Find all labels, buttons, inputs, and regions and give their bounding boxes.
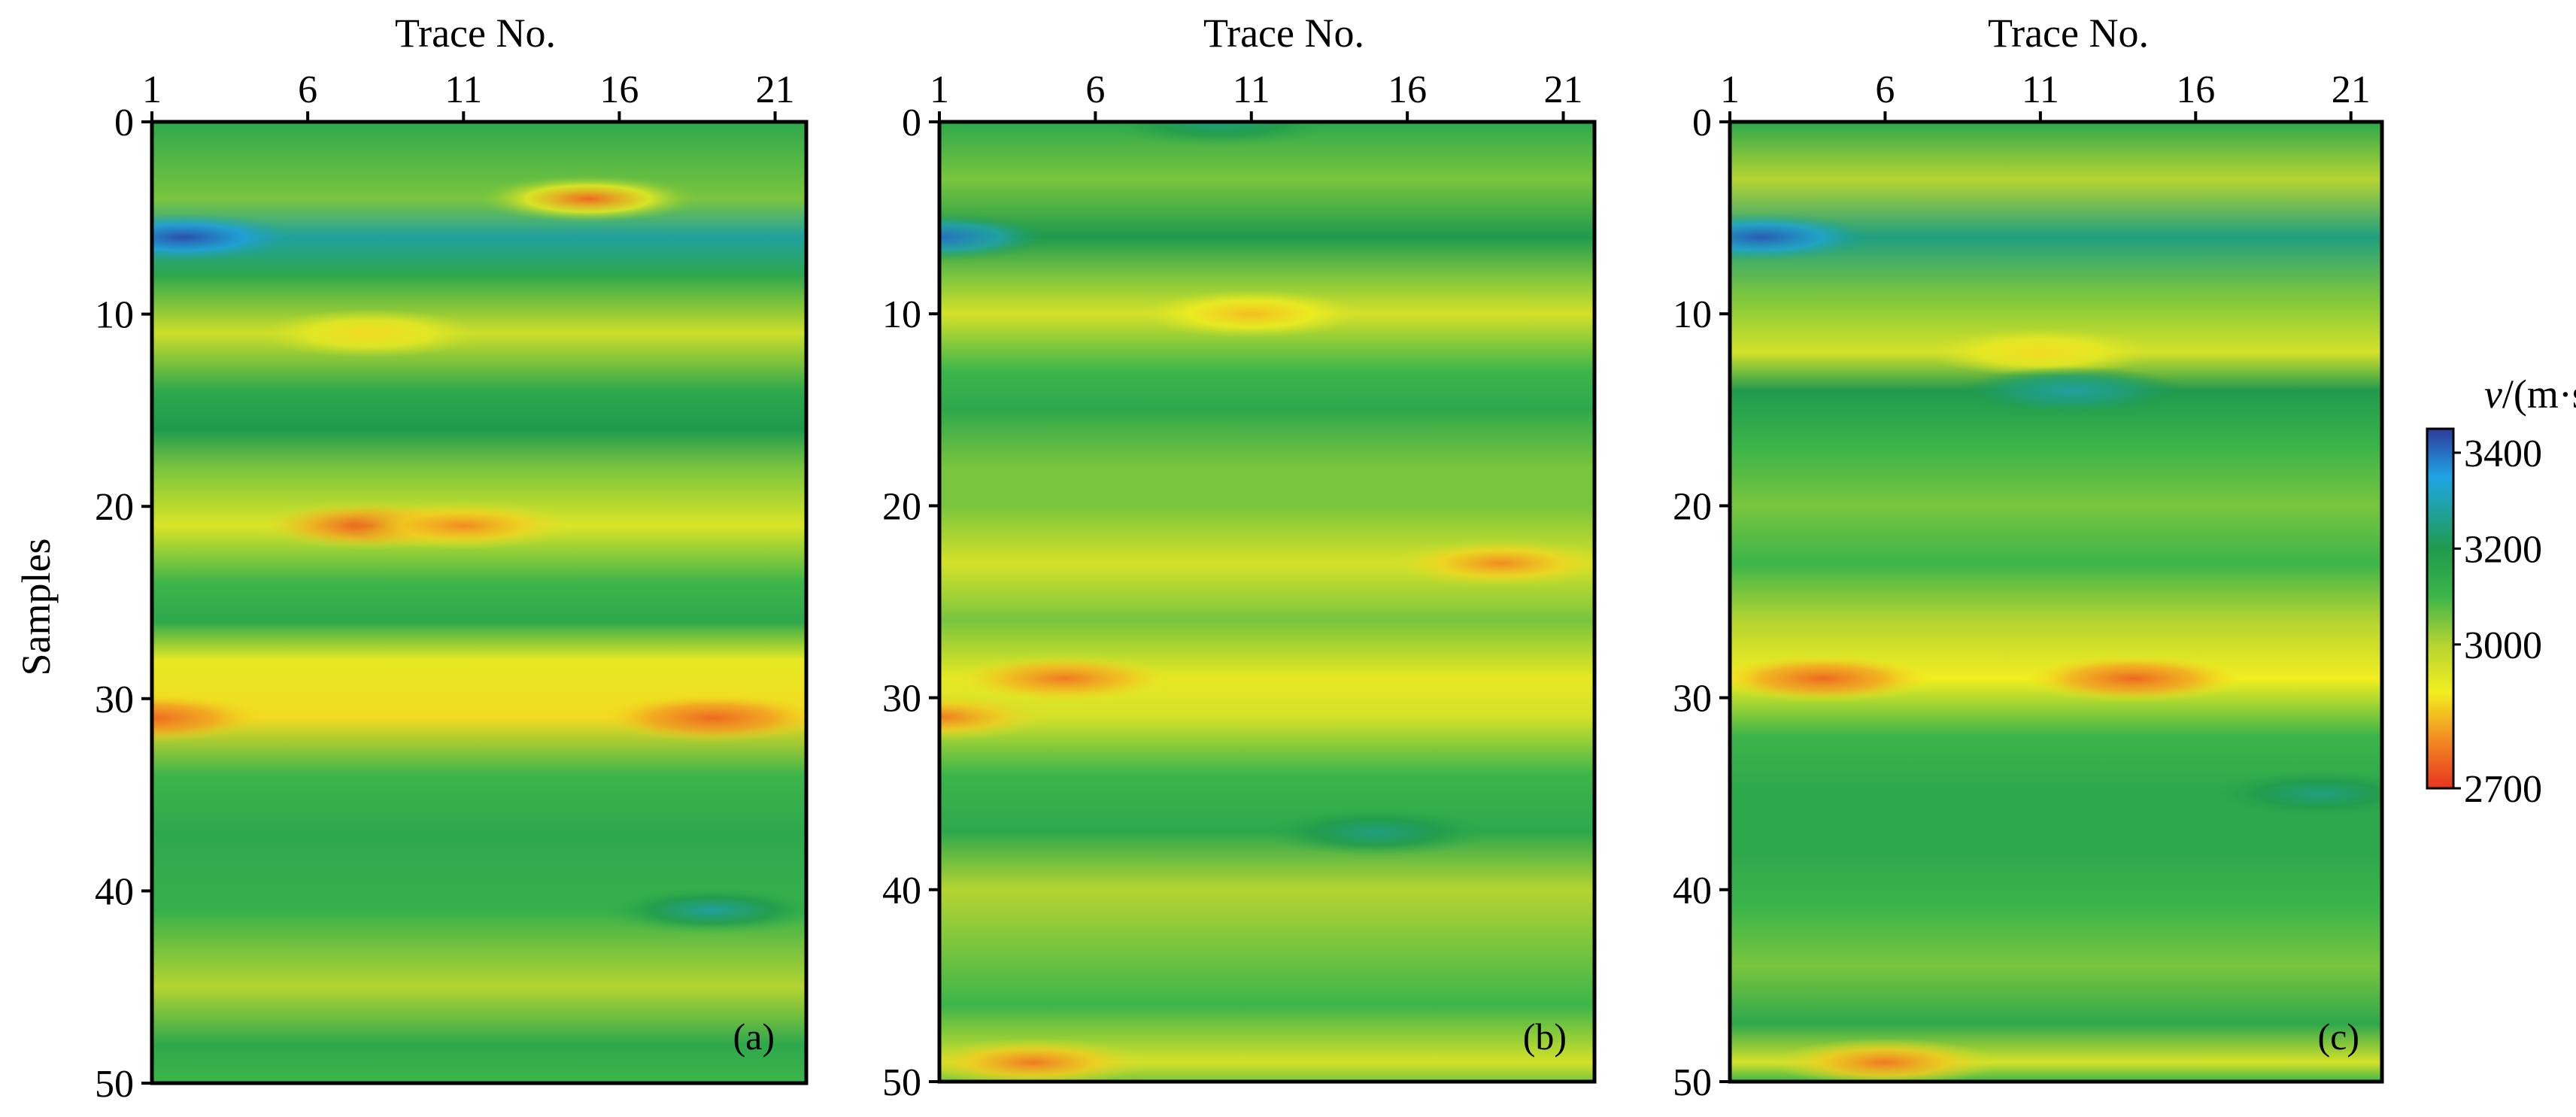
y-tick-label: 30 [882, 678, 921, 721]
panel-a-x-ticks: 1 6 11 16 21 [142, 68, 795, 122]
y-tick-label: 50 [95, 1063, 134, 1106]
velocity-anomaly [1107, 122, 1334, 146]
y-tick-label: 20 [95, 486, 134, 529]
velocity-anomaly [1138, 290, 1364, 338]
heatmap-background [939, 122, 1594, 1082]
velocity-anomaly [1927, 328, 2153, 377]
panel-a-heatmap [152, 122, 806, 1083]
colorbar: v/(m·s-1) 3400 3200 3000 2700 [2426, 372, 2576, 811]
x-tick-label: 21 [2332, 68, 2371, 111]
y-tick-label: 40 [95, 870, 134, 913]
x-tick-label: 21 [1544, 68, 1583, 111]
colorbar-tick-label: 3000 [2464, 624, 2542, 667]
velocity-anomaly [1959, 366, 2185, 415]
y-tick-label: 40 [882, 870, 921, 912]
y-tick-label: 40 [1673, 870, 1712, 912]
panel-a-frame [150, 120, 809, 1085]
colorbar-tick-label: 3400 [2464, 433, 2542, 475]
x-tick-label: 11 [445, 68, 482, 111]
panel-c-heatmap [1730, 122, 2382, 1082]
panel-a-y-ticks: 0 10 20 30 40 50 [95, 102, 152, 1106]
velocity-anomaly [951, 654, 1177, 703]
panel-b-frame [937, 120, 1597, 1084]
x-tick-label: 1 [1720, 68, 1740, 111]
x-tick-label: 11 [1233, 68, 1270, 111]
x-tick-label: 16 [1388, 68, 1427, 111]
velocity-anomaly [939, 213, 1052, 262]
y-tick-label: 50 [882, 1061, 921, 1104]
velocity-anomaly [1263, 808, 1489, 857]
panel-a-ylabel: Samples [14, 539, 59, 676]
x-tick-label: 16 [599, 68, 639, 111]
colorbar-title: v/(m·s-1) [2484, 372, 2576, 417]
colorbar-tick-label: 2700 [2464, 768, 2542, 811]
y-tick-label: 20 [1673, 485, 1712, 528]
velocity-anomaly [599, 694, 806, 742]
y-tick-label: 30 [1673, 678, 1712, 721]
y-tick-label: 50 [1673, 1061, 1712, 1104]
colorbar-ticks: 3400 3200 3000 2700 [2453, 433, 2542, 811]
colorbar-title-unit: /(m·s [2502, 372, 2576, 417]
x-tick-label: 6 [298, 68, 317, 111]
colorbar-title-symbol: v [2484, 372, 2502, 417]
x-tick-label: 1 [930, 68, 949, 111]
y-tick-label: 0 [902, 102, 921, 144]
velocity-anomaly [599, 885, 806, 934]
y-tick-label: 10 [95, 294, 134, 337]
panel-a-xlabel: Trace No. [395, 11, 556, 56]
y-tick-label: 30 [95, 678, 134, 721]
y-tick-label: 10 [882, 293, 921, 336]
panel-a-label: (a) [733, 1015, 775, 1058]
velocity-anomaly [1772, 1038, 1998, 1082]
colorbar-tick-label: 3200 [2464, 528, 2542, 571]
x-tick-label: 1 [142, 68, 162, 111]
velocity-anomaly [475, 175, 701, 223]
y-tick-label: 0 [114, 102, 134, 144]
velocity-anomaly [1730, 213, 1874, 262]
y-tick-label: 10 [1673, 293, 1712, 336]
velocity-anomaly [350, 501, 577, 550]
x-tick-label: 6 [1875, 68, 1895, 111]
velocity-anomaly [152, 213, 296, 262]
velocity-anomaly [2207, 769, 2382, 818]
x-tick-label: 21 [756, 68, 795, 111]
panel-c-frame [1728, 120, 2384, 1084]
panel-b-y-ticks: 0 10 20 30 40 50 [882, 102, 939, 1104]
velocity-anomaly [939, 693, 1052, 742]
panel-b-label: (b) [1523, 1015, 1567, 1058]
panel-c-label: (c) [2318, 1015, 2360, 1058]
heatmap-background [1730, 122, 2382, 1082]
velocity-anomaly [152, 694, 265, 742]
velocity-anomaly [1388, 539, 1594, 587]
panel-c-xlabel: Trace No. [1988, 11, 2149, 56]
velocity-anomaly [2020, 654, 2247, 703]
velocity-anomaly [257, 309, 483, 358]
panel-c-y-ticks: 0 10 20 30 40 50 [1673, 102, 1730, 1104]
panel-b-heatmap [939, 122, 1594, 1082]
panel-c-x-ticks: 1 6 11 16 21 [1720, 68, 2371, 122]
x-tick-label: 6 [1085, 68, 1105, 111]
colorbar-gradient [2426, 427, 2455, 790]
y-tick-label: 0 [1692, 102, 1712, 144]
velocity-anomaly [939, 1038, 1146, 1082]
panel-b-x-ticks: 1 6 11 16 21 [930, 68, 1583, 122]
heatmap-background [152, 122, 806, 1083]
panel-b-xlabel: Trace No. [1203, 11, 1364, 56]
velocity-anomaly [1730, 654, 1936, 703]
x-tick-label: 16 [2176, 68, 2215, 111]
x-tick-label: 11 [2022, 68, 2059, 111]
y-tick-label: 20 [882, 485, 921, 528]
